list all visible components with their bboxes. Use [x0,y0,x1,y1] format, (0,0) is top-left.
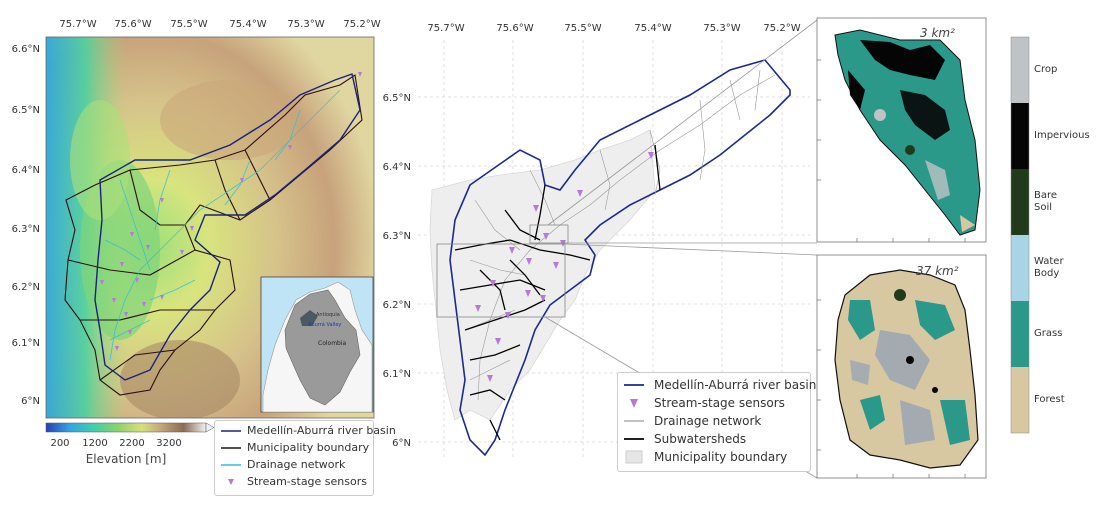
inset-region-label: Aburrá Valley [308,321,341,328]
lat-tick: 6.5°N [12,105,40,116]
landcover-label-bare-soil: Bare Soil [1034,190,1058,213]
center-basin-outline [449,59,791,457]
municipality-patch [429,129,656,421]
lat-tick: 6.5°N [383,93,411,104]
legend-item: Stream-stage sensors [618,394,808,412]
lat-tick: 6.4°N [383,162,411,173]
left-lat-ticks: 6.6°N 6.5°N 6.4°N 6.3°N 6.2°N 6.1°N 6°N [12,44,40,407]
legend-label: Medellín-Aburrá river basin [247,424,396,437]
colorbar-tick: 1200 [82,438,107,449]
colorbar-tick: 3200 [156,438,181,449]
lat-tick: 6.3°N [383,231,411,242]
lat-tick: 6.2°N [12,282,40,293]
legend-label: Municipality boundary [247,441,370,454]
lon-tick: 75.2°W [343,19,380,30]
top-area-label: 3 km² [920,26,955,40]
legend-item: Medellín-Aburrá river basin [215,423,396,439]
lat-tick: 6.4°N [12,165,40,176]
legend-item: Drainage network [618,412,808,430]
center-legend: Medellín-Aburrá river basin Stream-stage… [617,372,816,472]
colombia-inset: Antioquia Aburrá Valley Colombia [260,276,374,413]
colorbar-tick: 2200 [119,438,144,449]
legend-item: Medellín-Aburrá river basin [618,376,816,394]
lon-tick: 75.6°W [114,19,151,30]
lon-tick: 75.3°W [703,23,740,34]
legend-label: Drainage network [247,458,346,471]
left-legend: Medellín-Aburrá river basin Municipality… [214,420,396,496]
lat-tick: 6.2°N [383,300,411,311]
landcover-colorbar [1010,36,1030,434]
elevation-colorbar [45,422,207,433]
landcover-bottom-map [834,269,979,469]
landcover-label-water-body: Water Body [1034,256,1064,279]
landcover-label-grass: Grass [1034,328,1063,339]
lon-tick: 75.2°W [763,23,800,34]
lat-tick: 6.1°N [383,369,411,380]
lon-tick: 75.4°W [634,23,671,34]
legend-item: Subwatersheds [618,430,808,448]
colorbar-tick: 200 [50,438,69,449]
lon-tick: 75.3°W [287,19,324,30]
landcover-label-impervious: Impervious [1034,130,1090,141]
lon-tick: 75.5°W [170,19,207,30]
inset-country-label: Colombia [318,340,347,347]
legend-label: Medellín-Aburrá river basin [654,378,817,392]
landcover-top-map [834,29,981,236]
lon-tick: 75.5°W [564,23,601,34]
lat-tick: 6.1°N [12,338,40,349]
legend-item: Municipality boundary [215,440,373,456]
lat-tick: 6°N [21,396,40,407]
legend-item: Stream-stage sensors [215,474,373,490]
lon-tick: 75.7°W [59,19,96,30]
lat-tick: 6.6°N [12,44,40,55]
lon-tick: 75.6°W [496,23,533,34]
lon-tick: 75.4°W [229,19,266,30]
legend-label: Stream-stage sensors [654,396,785,410]
legend-label: Stream-stage sensors [247,475,367,488]
landcover-label-crop: Crop [1034,64,1058,75]
inset-small-label: Antioquia [316,312,340,318]
basin-outline [94,73,361,381]
landcover-label-forest: Forest [1034,394,1065,405]
lat-tick: 6.3°N [12,224,40,235]
left-lon-ticks: 75.7°W 75.6°W 75.5°W 75.4°W 75.3°W 75.2°… [59,19,380,30]
colorbar-label: Elevation [m] [86,452,167,466]
lon-tick: 75.7°W [427,23,464,34]
legend-label: Drainage network [654,414,762,428]
legend-item: Municipality boundary [618,448,808,466]
lat-tick: 6°N [392,438,411,449]
legend-label: Municipality boundary [654,450,788,464]
bottom-area-label: 37 km² [916,264,959,278]
legend-label: Subwatersheds [654,432,747,446]
legend-item: Drainage network [215,457,373,473]
